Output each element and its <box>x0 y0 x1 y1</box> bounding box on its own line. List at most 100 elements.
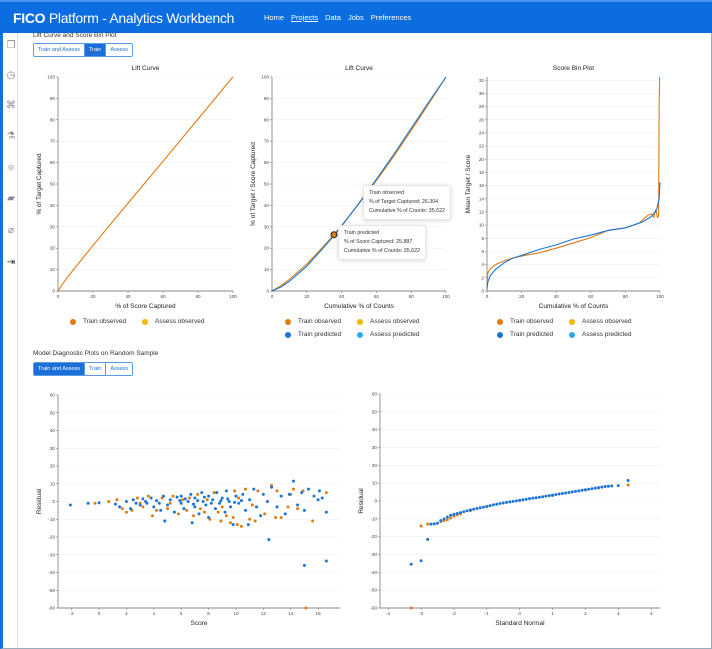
legend-assess-observed[interactable]: Assess observed <box>142 318 232 325</box>
point-train <box>508 500 512 504</box>
x-tick-label: 0 <box>518 611 521 616</box>
point-assess <box>124 510 128 514</box>
chart-title: Lift Curve <box>345 65 373 72</box>
legend-train-observed[interactable]: Train observed <box>497 318 569 325</box>
y-tick-label: 20 <box>50 246 56 251</box>
toggle-train[interactable]: Train <box>84 363 107 375</box>
point-train <box>124 500 128 503</box>
point-train <box>270 485 274 489</box>
toggle-assess[interactable]: Assess <box>106 44 133 56</box>
point-train <box>320 496 324 500</box>
y-tick-label: 60 <box>50 160 56 165</box>
point-train <box>597 486 601 490</box>
legend-assess-observed[interactable]: Assess observed <box>357 318 447 325</box>
point-train <box>501 501 505 505</box>
lift-dataset-toggle: Train and Assess Train Assess <box>33 43 134 57</box>
toggle-train-and-assess[interactable]: Train and Assess <box>34 363 85 375</box>
legend-train-predicted[interactable]: Train predicted <box>285 331 357 338</box>
x-tick-label: -2 <box>452 611 457 616</box>
point-assess <box>115 498 119 502</box>
documents-icon[interactable]: ❐ <box>6 40 16 51</box>
point-train <box>468 508 472 512</box>
point-assess <box>449 516 453 520</box>
y-axis-label: % of Target / Score Captured <box>250 142 257 226</box>
point-train <box>409 562 413 566</box>
point-train <box>577 489 581 493</box>
y-tick-label: 26 <box>479 117 485 122</box>
point-train <box>223 510 227 514</box>
legend-assess-predicted[interactable]: Assess predicted <box>357 331 447 338</box>
y-tick-label: 16 <box>479 183 485 188</box>
timer-icon[interactable]: ◷ <box>6 70 16 81</box>
point-train <box>302 508 306 512</box>
point-assess <box>219 519 223 523</box>
nav-projects[interactable]: Projects <box>291 13 319 22</box>
point-train <box>419 559 423 563</box>
nav-home[interactable]: Home <box>264 13 285 22</box>
point-train <box>207 515 211 519</box>
hierarchy-icon[interactable]: ⌘ <box>6 100 16 111</box>
point-assess <box>93 501 97 505</box>
y-tick-label: 40 <box>50 203 56 208</box>
point-train <box>201 500 205 503</box>
point-train <box>551 493 555 497</box>
legend-train-observed[interactable]: Train observed <box>70 318 142 325</box>
x-tick-label: 3 <box>617 611 620 616</box>
point-train <box>196 499 200 503</box>
y-tick-label: 90 <box>264 96 270 101</box>
point-train <box>182 507 186 511</box>
point-assess <box>253 519 257 523</box>
x-tick-label: 0 <box>271 294 274 299</box>
point-assess <box>228 521 232 525</box>
y-tick-label: 30 <box>264 224 270 229</box>
x-tick-label: 40 <box>339 294 345 299</box>
x-tick-label: 12 <box>261 611 267 616</box>
nav-jobs[interactable]: Jobs <box>347 13 364 22</box>
point-train <box>166 503 170 507</box>
point-train <box>324 510 328 514</box>
point-train <box>193 505 197 509</box>
point-train <box>452 512 456 516</box>
point-assess <box>274 515 278 519</box>
paperclip-icon[interactable]: ⌀ <box>7 225 15 236</box>
hover-marker <box>330 231 338 239</box>
point-train <box>432 522 436 526</box>
point-assess <box>311 519 315 523</box>
book-icon[interactable]: ▰ <box>7 193 15 204</box>
point-assess <box>198 507 202 511</box>
y-tick-label: 60 <box>372 392 378 397</box>
y-tick-label: 10 <box>50 267 56 272</box>
toggle-train-and-assess[interactable]: Train and Assess <box>34 44 85 56</box>
point-train <box>485 504 489 508</box>
atom-icon[interactable]: ⚛ <box>6 163 16 174</box>
nav-preferences[interactable]: Preferences <box>370 13 412 22</box>
y-tick-label: 28 <box>479 104 485 109</box>
nav-data[interactable]: Data <box>325 13 341 22</box>
point-assess <box>239 524 243 528</box>
y-tick-label: 24 <box>479 130 485 135</box>
y-tick-label: 50 <box>264 182 270 187</box>
flask-icon[interactable]: ⚗ <box>6 131 16 142</box>
legend-assess-observed[interactable]: Assess observed <box>569 318 659 325</box>
x-tick-label: -3 <box>419 611 424 616</box>
legend-assess-predicted[interactable]: Assess predicted <box>569 331 659 338</box>
point-train <box>296 503 300 507</box>
tooltip-train-predicted: Train predicted% of Score Captured: 25.8… <box>338 225 426 260</box>
point-train <box>495 502 499 506</box>
point-train <box>291 479 295 483</box>
point-train <box>129 507 133 511</box>
legend-train-observed[interactable]: Train observed <box>285 318 357 325</box>
toggle-train[interactable]: Train <box>84 44 107 56</box>
point-assess <box>419 524 423 528</box>
y-tick-label: 30 <box>479 91 485 96</box>
expand-sidebar-icon[interactable]: ⇥ <box>6 257 16 268</box>
point-train <box>445 515 449 519</box>
point-train <box>179 494 183 498</box>
legend-train-predicted[interactable]: Train predicted <box>497 331 569 338</box>
toggle-assess[interactable]: Assess <box>106 363 133 375</box>
point-train <box>172 510 176 514</box>
point-assess <box>250 503 254 507</box>
y-tick-label: -40 <box>370 570 377 575</box>
point-train <box>141 497 145 501</box>
